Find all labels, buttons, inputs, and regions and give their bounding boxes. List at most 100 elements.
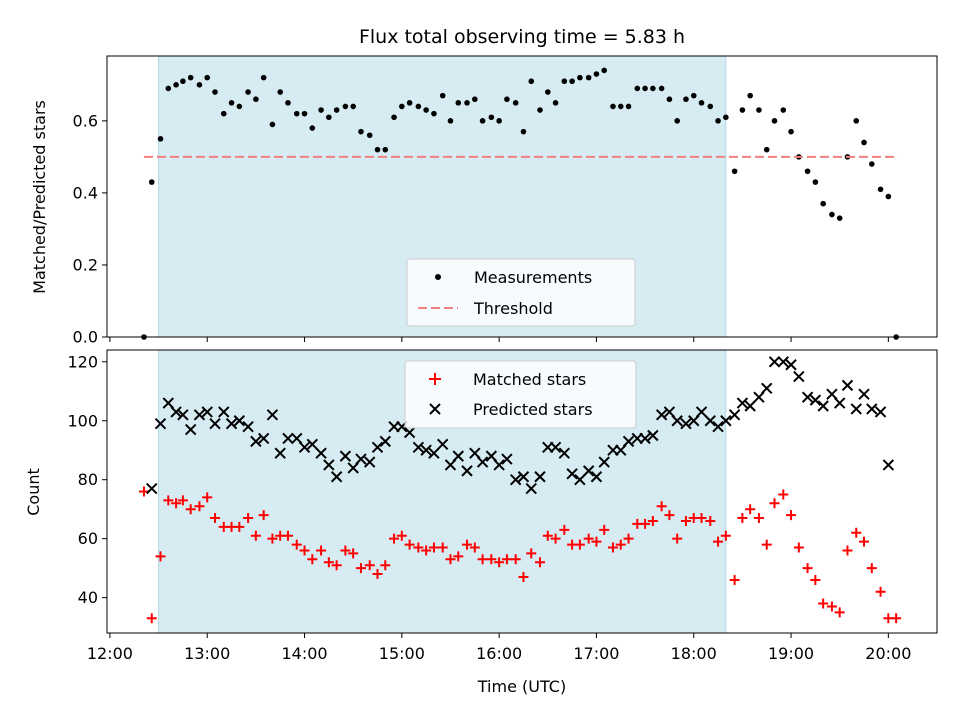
counts-plot-frame xyxy=(106,349,938,634)
predicted-star-point xyxy=(412,441,425,453)
measurement-point xyxy=(829,211,835,218)
matched-star-point xyxy=(171,498,182,509)
counts-ytick-label: 120 xyxy=(67,352,98,371)
measurement-point xyxy=(666,96,673,103)
matched-star-point xyxy=(494,557,505,568)
matched-star-point xyxy=(810,574,821,585)
measurement-point xyxy=(431,110,437,117)
matched-star-point xyxy=(462,539,473,550)
matched-star-point xyxy=(163,495,174,506)
measurement-point xyxy=(561,78,568,85)
matched-star-point xyxy=(138,486,149,497)
measurement-point xyxy=(544,89,551,95)
measurement-point xyxy=(780,107,787,113)
matched-star-point xyxy=(267,533,278,544)
predicted-star-point xyxy=(233,415,246,427)
predicted-star-point xyxy=(841,379,854,392)
measurement-point xyxy=(358,128,364,135)
matched-star-point xyxy=(194,501,205,512)
measurement-point xyxy=(496,118,502,124)
matched-star-point xyxy=(842,545,853,556)
x-tick-label: 16:00 xyxy=(476,644,522,663)
matched-star-point xyxy=(234,521,245,532)
matched-star-point xyxy=(761,539,772,550)
predicted-star-point xyxy=(525,482,537,495)
matched-star-point xyxy=(535,557,546,568)
predicted-star-point xyxy=(170,406,182,418)
predicted-star-point xyxy=(639,432,651,445)
measurement-point xyxy=(293,110,300,117)
measurement-point xyxy=(415,103,422,110)
predicted-star-point xyxy=(177,409,189,421)
measurement-point xyxy=(301,110,308,117)
matched-star-point xyxy=(469,542,480,553)
measurement-point xyxy=(617,103,624,110)
counts-panel: 40 60 80 100 120 12:00 13:00 14:00 15:00 16:00 17:… xyxy=(24,349,938,696)
matched-star-point xyxy=(623,533,634,544)
measurement-point xyxy=(455,100,462,106)
predicted-star-point xyxy=(761,382,773,395)
x-tick-label: 14:00 xyxy=(281,644,327,663)
measurement-point xyxy=(650,85,656,92)
x-tick-label: 12:00 xyxy=(87,644,133,663)
predicted-star-point xyxy=(590,471,603,483)
matched-star-point xyxy=(323,557,334,568)
matched-star-point xyxy=(583,533,594,544)
measurement-point xyxy=(204,74,211,81)
measurement-point xyxy=(512,100,519,106)
predicted-star-point xyxy=(655,409,668,421)
measurement-point xyxy=(771,118,778,124)
measurement-point xyxy=(836,215,843,221)
predicted-star-point xyxy=(647,429,659,442)
matched-star-point xyxy=(364,560,375,571)
matched-star-point xyxy=(875,586,886,597)
measurement-point xyxy=(309,125,316,131)
predicted-star-point xyxy=(785,359,797,371)
predicted-star-point xyxy=(371,441,384,453)
predicted-star-point xyxy=(858,388,870,400)
matched-star-point xyxy=(316,545,327,556)
counts-ytick-label: 60 xyxy=(78,529,98,548)
predicted-star-point xyxy=(209,417,221,430)
predicted-star-point xyxy=(146,482,158,495)
matched-star-point xyxy=(680,515,691,526)
counts-y-axis-label: Count xyxy=(24,468,43,516)
predicted-star-point xyxy=(250,435,262,448)
matched-star-point xyxy=(793,542,804,553)
predicted-star-point xyxy=(712,420,724,433)
matched-star-point xyxy=(146,613,157,624)
matched-star-point xyxy=(542,530,553,541)
measurement-point xyxy=(585,74,592,81)
predicted-star-point xyxy=(566,468,578,480)
x-tick-label: 15:00 xyxy=(379,644,425,663)
measurement-point xyxy=(723,114,729,121)
matched-star-point xyxy=(282,530,293,541)
measurement-point xyxy=(812,179,819,185)
x-tick-label: 17:00 xyxy=(573,644,619,663)
predicted-stars-series xyxy=(146,356,895,495)
predicted-star-point xyxy=(184,423,197,436)
measurement-point xyxy=(658,85,665,92)
measurement-point xyxy=(634,85,641,92)
predicted-star-point xyxy=(266,409,279,421)
measurement-point xyxy=(228,100,235,106)
counts-legend-box xyxy=(404,360,637,429)
predicted-star-point xyxy=(882,459,895,471)
matched-star-point xyxy=(437,542,448,553)
predicted-star-point xyxy=(364,456,376,468)
matched-star-point xyxy=(453,551,464,562)
ratio-ytick-label: 0.4 xyxy=(73,183,98,202)
predicted-star-point xyxy=(306,438,319,451)
legend-matched-label: Matched stars xyxy=(473,370,586,389)
matched-star-point xyxy=(372,569,383,580)
predicted-star-point xyxy=(323,459,335,471)
predicted-star-point xyxy=(680,417,692,430)
matched-star-point xyxy=(851,527,862,538)
predicted-star-point xyxy=(833,397,846,409)
predicted-star-point xyxy=(768,356,781,368)
measurement-point xyxy=(464,100,470,106)
measurement-point xyxy=(642,85,648,92)
ratio-ytick-label: 0.2 xyxy=(73,255,98,274)
matched-star-point xyxy=(486,554,497,565)
measurement-point xyxy=(350,103,356,110)
